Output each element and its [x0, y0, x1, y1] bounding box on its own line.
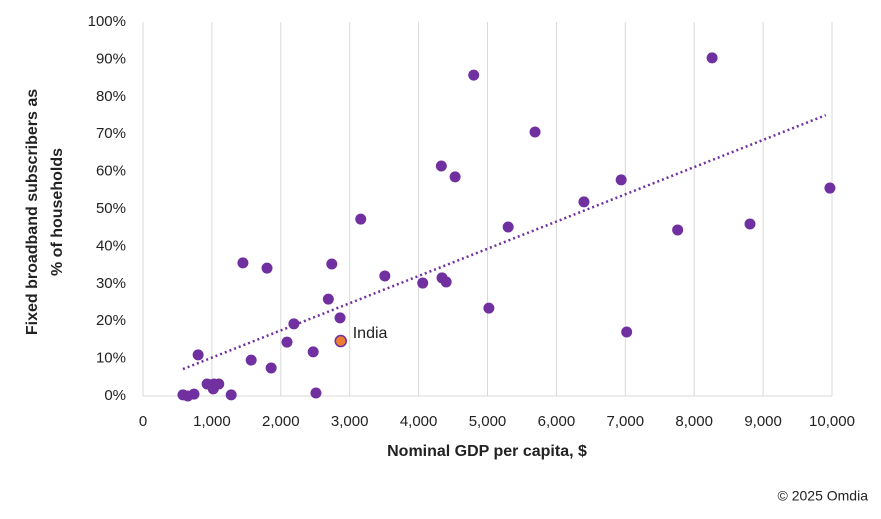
point	[529, 126, 541, 138]
x-tick-label: 1,000	[193, 413, 231, 430]
point	[213, 378, 225, 390]
point	[245, 354, 257, 366]
point	[334, 312, 346, 324]
point	[192, 349, 204, 361]
y-tick-label: 80%	[96, 88, 126, 105]
point	[281, 336, 293, 348]
point	[322, 293, 334, 305]
x-tick-label: 2,000	[262, 413, 300, 430]
annotation: India	[353, 325, 388, 342]
x-tick-label: 5,000	[469, 413, 507, 430]
point	[578, 196, 590, 208]
point	[417, 277, 429, 289]
point	[288, 318, 300, 330]
y-tick-label: 90%	[96, 50, 126, 67]
point	[188, 388, 200, 400]
y-axis-label: % of households	[49, 148, 66, 276]
y-tick-label: 10%	[96, 350, 126, 367]
point	[468, 69, 480, 81]
point	[225, 389, 237, 401]
point	[307, 346, 319, 358]
point	[502, 221, 514, 233]
y-tick-label: 50%	[96, 200, 126, 217]
point	[440, 276, 452, 288]
y-tick-label: 20%	[96, 312, 126, 329]
x-tick-label: 10,000	[809, 413, 855, 430]
point	[483, 302, 495, 314]
source: © 2025 Omdia	[778, 488, 869, 504]
x-tick-label: 7,000	[607, 413, 645, 430]
x-axis-label: Nominal GDP per capita, $	[387, 443, 587, 460]
x-tick-label: 9,000	[744, 413, 782, 430]
y-tick-label: 30%	[96, 275, 126, 292]
point	[379, 270, 391, 282]
point	[310, 387, 322, 399]
point	[326, 258, 338, 270]
highlight-point	[334, 334, 347, 348]
point	[261, 262, 273, 274]
x-tick-label: 3,000	[331, 413, 369, 430]
point	[449, 171, 461, 183]
point	[237, 257, 249, 269]
y-tick-label: 60%	[96, 163, 126, 180]
trendline	[182, 113, 827, 371]
point	[265, 362, 277, 374]
y-tick-label: 70%	[96, 125, 126, 142]
x-tick-label: 8,000	[675, 413, 713, 430]
x-tick-label: 0	[139, 413, 147, 430]
y-tick-label: 40%	[96, 237, 126, 254]
x-tick-label: 6,000	[538, 413, 576, 430]
point	[615, 174, 627, 186]
point	[435, 160, 447, 172]
point	[355, 213, 367, 225]
point	[621, 326, 633, 338]
y-tick-label: 0%	[104, 387, 126, 404]
y-axis-label: Fixed broadband subscribers as	[24, 89, 41, 335]
x-tick-label: 4,000	[400, 413, 438, 430]
point	[672, 224, 684, 236]
point	[706, 52, 718, 64]
point	[824, 182, 836, 194]
y-tick-label: 100%	[88, 13, 126, 30]
point	[744, 218, 756, 230]
